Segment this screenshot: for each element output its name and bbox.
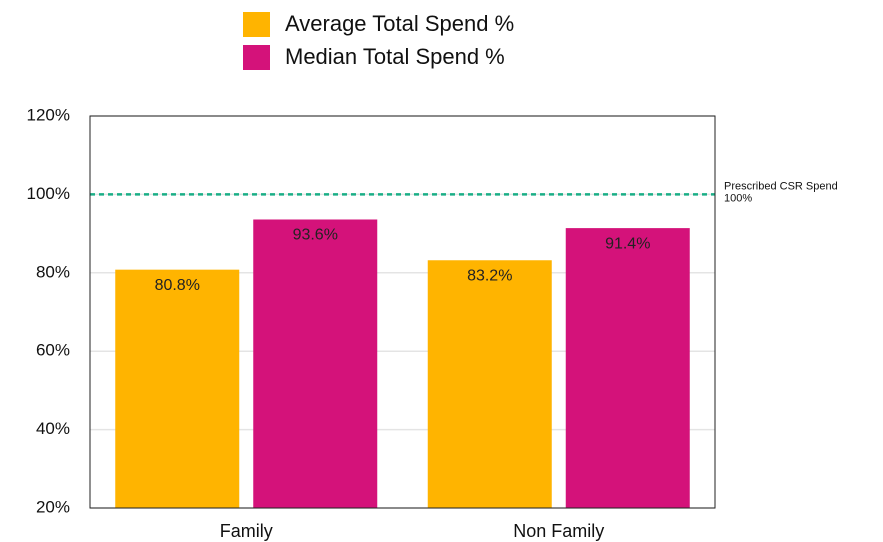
- y-tick-label: 20%: [36, 497, 70, 516]
- y-tick-label: 40%: [36, 419, 70, 438]
- x-tick-label: Non Family: [513, 521, 604, 541]
- legend-swatch: [243, 12, 270, 37]
- value-label: 80.8%: [155, 277, 200, 294]
- bar: [253, 219, 378, 508]
- x-tick-label: Family: [220, 521, 273, 541]
- value-label: 93.6%: [293, 227, 338, 244]
- value-label: 91.4%: [605, 235, 650, 252]
- y-tick-label: 80%: [36, 262, 70, 281]
- y-tick-label: 100%: [27, 184, 70, 203]
- reference-label: Prescribed CSR Spend: [724, 180, 838, 192]
- legend-swatch: [243, 45, 270, 70]
- value-label: 83.2%: [467, 267, 512, 284]
- legend-label: Median Total Spend %: [285, 44, 505, 69]
- bar: [115, 269, 240, 508]
- bar: [427, 260, 552, 508]
- reference-value: 100%: [724, 192, 752, 204]
- y-tick-label: 60%: [36, 341, 70, 360]
- legend-label: Average Total Spend %: [285, 11, 514, 36]
- y-tick-label: 120%: [27, 105, 70, 124]
- plot-frame: [89, 115, 716, 509]
- bar: [565, 228, 690, 508]
